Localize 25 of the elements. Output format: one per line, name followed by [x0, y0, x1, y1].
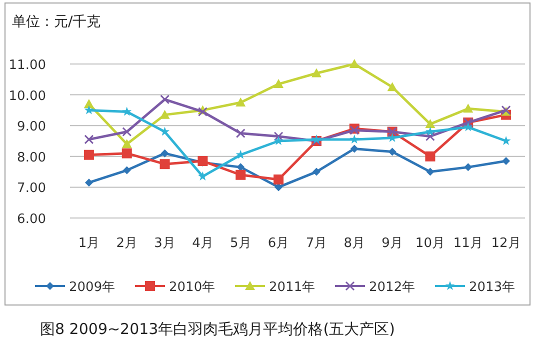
- x-tick-label: 8月: [344, 236, 366, 251]
- y-tick-label: 9.00: [17, 120, 46, 135]
- x-tick-label: 3月: [154, 236, 176, 251]
- x-tick-label: 7月: [306, 236, 328, 251]
- legend-label: 2010年: [169, 280, 216, 295]
- y-tick-label: 7.00: [17, 181, 46, 196]
- text: 图8 2009~2013年白羽肉毛鸡月平均价格(五大产区): [40, 320, 395, 338]
- y-axis-title: 单位：元/千克: [12, 14, 101, 30]
- legend-label: 2012年: [369, 280, 416, 295]
- x-tick-label: 2月: [116, 236, 138, 251]
- x-tick-label: 9月: [382, 236, 403, 251]
- y-tick-label: 6.00: [17, 212, 46, 227]
- x-tick-label: 11月: [453, 236, 483, 251]
- legend-label: 2009年: [69, 280, 116, 295]
- legend-label: 2011年: [269, 280, 316, 295]
- y-tick-label: 11.00: [8, 58, 46, 73]
- legend-label: 2013年: [469, 280, 516, 295]
- y-tick-label: 8.00: [17, 150, 46, 166]
- x-tick-label: 4月: [192, 236, 214, 251]
- x-tick-label: 1月: [78, 236, 100, 251]
- x-tick-label: 12月: [491, 236, 521, 251]
- x-tick-label: 10月: [415, 236, 445, 251]
- x-tick-label: 5月: [230, 236, 252, 251]
- x-tick-label: 6月: [268, 236, 290, 251]
- y-tick-label: 10.00: [8, 88, 46, 104]
